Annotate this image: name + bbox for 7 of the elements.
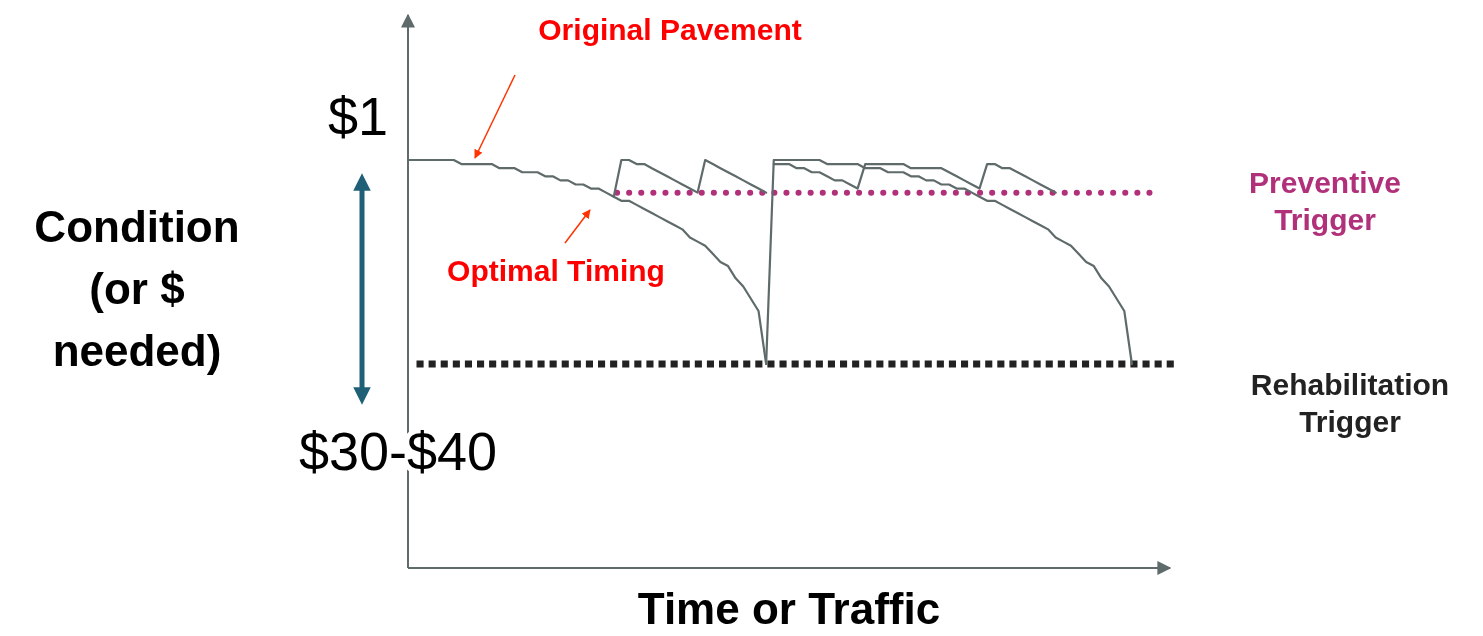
text: $1 bbox=[327, 86, 389, 146]
text: Original Pavement bbox=[538, 13, 802, 46]
ref-line-label: Preventive Trigger bbox=[1249, 166, 1401, 236]
ref-line-label: Rehabilitation Trigger bbox=[1250, 368, 1450, 438]
y-axis-title: Condition (or $ needed) bbox=[34, 202, 240, 375]
x-axis-title: Time or Traffic bbox=[637, 584, 941, 633]
annotation: Optimal Timing bbox=[447, 254, 665, 287]
